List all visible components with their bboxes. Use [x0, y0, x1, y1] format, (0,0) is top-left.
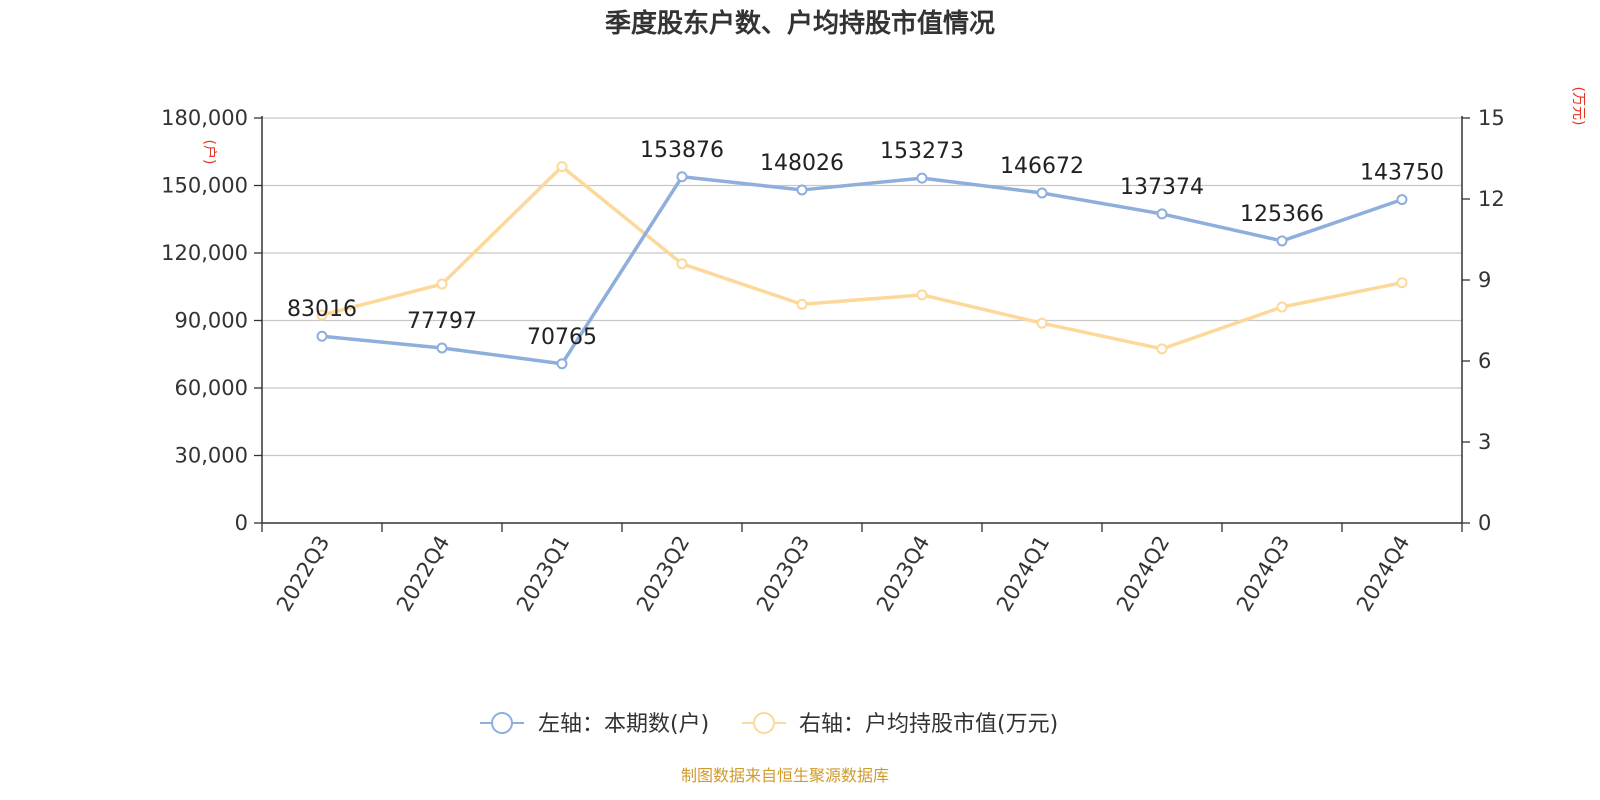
- left-series-point: [1156, 208, 1168, 220]
- legend-item-right[interactable]: 右轴：户均持股市值(万元): [742, 712, 1058, 737]
- legend-left-marker: [491, 712, 513, 734]
- series-left-line: [316, 171, 1408, 370]
- data-label: 125366: [1240, 202, 1324, 227]
- right-axis-tick-label: 15: [1478, 106, 1505, 130]
- x-axis-tick-label: 2024Q3: [1232, 532, 1294, 616]
- chart-title: 季度股东户数、户均持股市值情况: [605, 8, 995, 39]
- data-label: 70765: [527, 325, 597, 350]
- right-axis-tick-label: 3: [1478, 430, 1491, 454]
- left-axis-tick-label: 30,000: [175, 444, 248, 468]
- axes: 180,000 150,000 120,000 90,000 60,000 30,000 0…: [161, 106, 1505, 616]
- right-axis-tick-label: 0: [1478, 511, 1491, 535]
- left-axis-tick-label: 60,000: [175, 376, 248, 400]
- x-axis-tick-label: 2023Q4: [872, 532, 934, 616]
- x-axis-tick-label: 2024Q2: [1112, 532, 1174, 616]
- left-series-point: [676, 171, 688, 183]
- x-axis-tick-label: 2024Q4: [1352, 532, 1414, 616]
- legend-right-marker: [753, 712, 775, 734]
- x-axis-tick-label: 2022Q4: [392, 532, 454, 616]
- right-series-point: [556, 161, 568, 173]
- data-label: 143750: [1360, 161, 1444, 186]
- grid-lines: [262, 117, 1462, 457]
- data-label: 146672: [1000, 154, 1084, 179]
- data-label: 153876: [640, 138, 724, 163]
- x-axis-tick-label: 2024Q1: [992, 532, 1054, 616]
- legend[interactable]: 左轴：本期数(户) 右轴：户均持股市值(万元): [480, 712, 1058, 737]
- series-right-line: [316, 161, 1408, 355]
- left-axis-tick-label: 150,000: [161, 174, 248, 198]
- x-axis-tick-label: 2022Q3: [272, 532, 334, 616]
- x-axis-tick-label: 2023Q1: [512, 532, 574, 616]
- legend-left-label: 左轴：本期数(户): [538, 712, 709, 737]
- right-axis-tick-label: 12: [1478, 187, 1505, 211]
- right-series-point: [1276, 301, 1288, 313]
- data-label: 137374: [1120, 175, 1204, 200]
- right-series-point: [796, 298, 808, 310]
- legend-item-left[interactable]: 左轴：本期数(户): [480, 712, 709, 737]
- data-label: 153273: [880, 139, 964, 164]
- left-series-point: [556, 358, 568, 370]
- right-axis-tick-label: 6: [1478, 349, 1491, 373]
- right-axis-unit: (万元): [1570, 87, 1586, 126]
- x-axis-tick-label: 2023Q2: [632, 532, 694, 616]
- left-series-point: [316, 330, 328, 342]
- right-series-point: [1156, 343, 1168, 355]
- left-series-point: [1276, 235, 1288, 247]
- left-axis-tick-label: 90,000: [175, 309, 248, 333]
- left-axis-tick-label: 120,000: [161, 241, 248, 265]
- data-label: 83016: [287, 297, 357, 322]
- left-axis-tick-label: 0: [235, 511, 248, 535]
- right-series-point: [676, 258, 688, 270]
- data-label: 148026: [760, 151, 844, 176]
- right-axis-tick-label: 9: [1478, 268, 1491, 292]
- right-series-point: [1396, 277, 1408, 289]
- left-series-line: [321, 175, 1403, 366]
- right-series-point: [1036, 317, 1048, 329]
- right-series-point: [436, 278, 448, 290]
- x-axis-tick-label: 2023Q3: [752, 532, 814, 616]
- right-series-point: [916, 289, 928, 301]
- right-series-line: [321, 164, 1403, 351]
- left-axis-tick-label: 180,000: [161, 106, 248, 130]
- right-series-point: [316, 309, 328, 321]
- left-axis-unit: (户): [201, 140, 218, 165]
- data-labels: 83016 77797 70765 153876 148026 153273 146672 1…: [287, 138, 1444, 350]
- legend-right-label: 右轴：户均持股市值(万元): [799, 712, 1058, 737]
- source-note: 制图数据来自恒生聚源数据库: [681, 766, 889, 785]
- left-series-point: [796, 184, 808, 196]
- data-label: 77797: [407, 309, 477, 334]
- left-series-point: [916, 172, 928, 184]
- left-series-point: [436, 342, 448, 354]
- left-series-point: [1036, 187, 1048, 199]
- left-series-point: [1396, 194, 1408, 206]
